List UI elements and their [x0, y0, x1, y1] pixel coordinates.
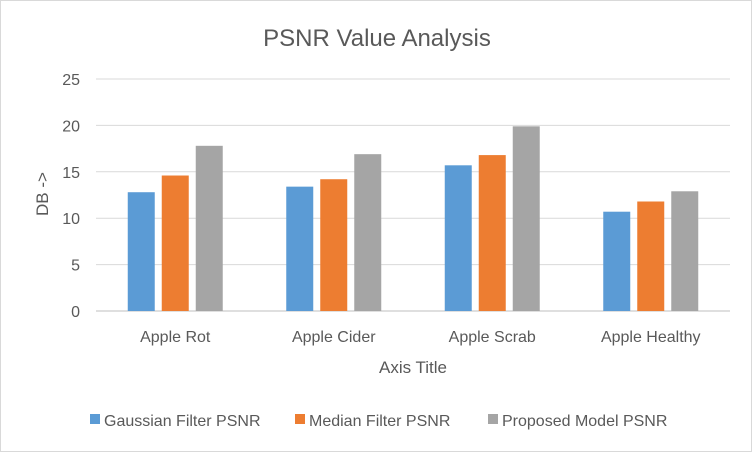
- y-axis-title: DB ->: [33, 172, 52, 216]
- bar: [354, 154, 382, 311]
- bar: [478, 155, 506, 311]
- bar: [512, 126, 540, 311]
- legend-label: Gaussian Filter PSNR: [104, 413, 261, 430]
- y-axis-ticks: 0 5 10 15 20 25: [62, 72, 80, 321]
- legend: Gaussian Filter PSNR Median Filter PSNR Pr…: [90, 413, 667, 430]
- y-tick-label: 20: [62, 118, 80, 135]
- legend-swatch: [295, 414, 305, 424]
- chart-title: PSNR Value Analysis: [263, 25, 491, 52]
- x-tick-label: Apple Cider: [292, 329, 376, 346]
- legend-swatch: [90, 414, 100, 424]
- x-tick-label: Apple Rot: [140, 329, 211, 346]
- bar: [320, 179, 348, 311]
- bar: [444, 165, 472, 311]
- bar: [637, 201, 665, 311]
- x-axis-ticks: Apple Rot Apple Cider Apple Scrab Apple Hea…: [140, 329, 700, 346]
- bar: [127, 192, 155, 311]
- y-tick-label: 25: [62, 72, 80, 89]
- bar: [671, 191, 699, 311]
- bars: [127, 126, 699, 311]
- x-tick-label: Apple Healthy: [601, 329, 701, 346]
- gridlines: [96, 78, 730, 312]
- bar: [603, 211, 631, 311]
- bar: [286, 186, 314, 311]
- y-tick-label: 0: [71, 304, 80, 321]
- x-axis-title: Axis Title: [379, 358, 447, 377]
- bar: [161, 175, 189, 311]
- legend-label: Median Filter PSNR: [309, 413, 450, 430]
- y-tick-label: 15: [62, 165, 80, 182]
- y-tick-label: 10: [62, 211, 80, 228]
- legend-label: Proposed Model PSNR: [502, 413, 667, 430]
- y-tick-label: 5: [71, 258, 80, 275]
- legend-swatch: [488, 414, 498, 424]
- bar: [195, 145, 223, 311]
- x-tick-label: Apple Scrab: [449, 329, 536, 346]
